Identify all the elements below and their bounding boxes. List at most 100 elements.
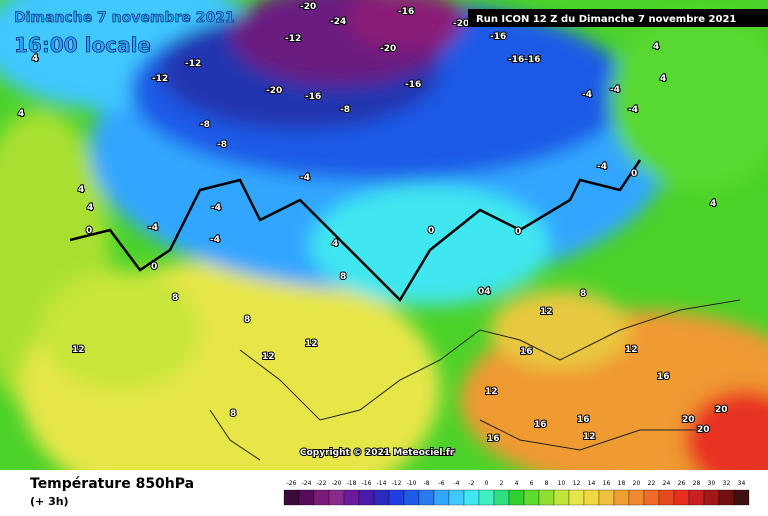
scale-swatch <box>358 489 375 506</box>
scale-label: -2 <box>469 480 475 487</box>
contour-labels: -20-24-16-20-16-12-12-12-20-16-20-16-16-… <box>17 1 729 445</box>
contour-label: -12 <box>185 59 201 69</box>
contour-label: -16 <box>405 80 421 90</box>
contour-label: 0 <box>515 227 521 237</box>
contour-label: 12 <box>262 352 275 362</box>
contour-label: -4 <box>211 203 221 213</box>
scale-swatch <box>628 489 645 506</box>
scale-swatch <box>718 489 735 506</box>
scale-label: -10 <box>407 480 417 487</box>
scale-label: 14 <box>588 480 596 487</box>
contour-label: 4 <box>653 42 659 52</box>
scale-label: 22 <box>648 480 656 487</box>
scale-swatch <box>433 489 450 506</box>
contour-label: -16 <box>398 7 414 17</box>
scale-label: -12 <box>392 480 402 487</box>
scale-label: -18 <box>347 480 357 487</box>
scale-label: -24 <box>302 480 312 487</box>
contour-label: 4 <box>660 74 666 84</box>
scale-label: -22 <box>317 480 327 487</box>
scale-label: 6 <box>530 480 534 487</box>
contour-label: 12 <box>540 307 553 317</box>
scale-label: -4 <box>454 480 460 487</box>
contour-label: -12 <box>152 74 168 84</box>
contour-label: 0 <box>428 226 434 236</box>
contour-label: -4 <box>610 85 620 95</box>
scale-swatch <box>523 489 540 506</box>
contour-label: 12 <box>72 345 85 355</box>
copyright: Copyright © 2021 Meteociel.fr <box>300 448 455 458</box>
contour-label: 0 <box>631 169 637 179</box>
scale-label: -16 <box>362 480 372 487</box>
contour-label: -4 <box>300 173 310 183</box>
scale-label: 16 <box>603 480 611 487</box>
contour-label: -20 <box>266 86 282 96</box>
scale-swatch <box>643 489 660 506</box>
contour-label: 20 <box>697 425 710 435</box>
scale-label: 20 <box>633 480 641 487</box>
scale-label: 4 <box>515 480 519 487</box>
scale-label: -8 <box>424 480 430 487</box>
contour-label: 8 <box>340 272 346 282</box>
contour-label: 12 <box>625 345 638 355</box>
footer-step: (+ 3h) <box>30 495 69 508</box>
scale-swatch <box>508 489 525 506</box>
scale-swatch <box>373 489 390 506</box>
scale-label: 30 <box>708 480 716 487</box>
scale-swatch <box>283 489 300 506</box>
contour-label: -8 <box>217 140 227 150</box>
scale-label: 24 <box>663 480 671 487</box>
scale-swatch <box>583 489 600 506</box>
scale-swatch <box>658 489 675 506</box>
date-line: Dimanche 7 novembre 2021 <box>14 10 235 26</box>
time-line: 16:00 locale <box>14 33 151 57</box>
contour-label: 12 <box>485 387 498 397</box>
scale-swatch <box>493 489 510 506</box>
scale-swatch <box>538 489 555 506</box>
contour-label: -4 <box>582 90 592 100</box>
contour-label: -4 <box>210 235 220 245</box>
scale-swatch <box>598 489 615 506</box>
scale-swatch <box>613 489 630 506</box>
scale-label: -26 <box>287 480 297 487</box>
contour-label: 16 <box>520 347 533 357</box>
contour-label: 0 <box>151 262 157 272</box>
contour-label: 20 <box>715 405 728 415</box>
scale-label: 32 <box>723 480 731 487</box>
contour-label: 8 <box>230 409 236 419</box>
contour-label: 16 <box>534 420 547 430</box>
contour-label: 8 <box>244 315 250 325</box>
contour-label: -12 <box>285 34 301 44</box>
contour-label: -20 <box>380 44 396 54</box>
contour-label: 4 <box>710 199 716 209</box>
contour-label: 12 <box>305 339 318 349</box>
scale-label: 0 <box>485 480 489 487</box>
contour-label: -16-16 <box>508 55 541 65</box>
scale-swatch <box>328 489 345 506</box>
scale-swatch <box>343 489 360 506</box>
scale-label: 12 <box>573 480 581 487</box>
contour-label: -8 <box>200 120 210 130</box>
contour-label: 4 <box>78 185 84 195</box>
contour-label: -20 <box>453 19 469 29</box>
contour-label: 16 <box>657 372 670 382</box>
contour-label: -4 <box>597 162 607 172</box>
contour-label: 20 <box>682 415 695 425</box>
contour-label: -4 <box>628 105 638 115</box>
contour-label: 8 <box>172 293 178 303</box>
footer-title: Température 850hPa <box>30 476 194 492</box>
scale-swatch <box>448 489 465 506</box>
contour-label: -24 <box>330 17 346 27</box>
scale-swatch <box>703 489 720 506</box>
scale-swatch <box>298 489 315 506</box>
scale-label: 28 <box>693 480 701 487</box>
scale-label: 10 <box>558 480 566 487</box>
scale-label: -6 <box>439 480 445 487</box>
run-info: Run ICON 12 Z du Dimanche 7 novembre 202… <box>476 14 736 25</box>
scale-label: 18 <box>618 480 626 487</box>
contour-label: -16 <box>490 32 506 42</box>
scale-swatch <box>313 489 330 506</box>
scale-label: 34 <box>738 480 746 487</box>
contour-label: 4 <box>332 239 338 249</box>
